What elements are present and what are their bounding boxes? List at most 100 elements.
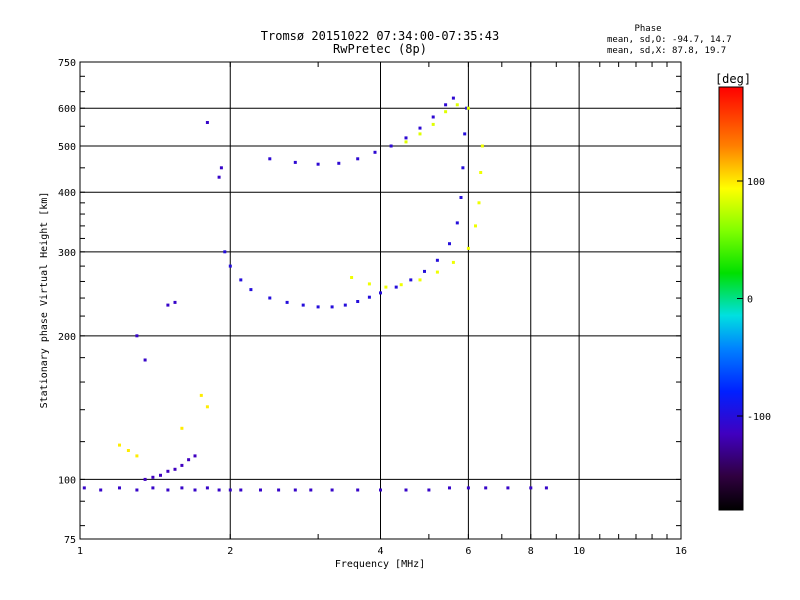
data-point [394,285,398,289]
phase-stats-x: mean, sd,X: 87.8, 19.7 [607,46,726,56]
chart-title: Tromsø 20151022 07:34:00-07:35:43 [261,29,499,43]
data-point [173,300,177,304]
data-point [384,285,388,289]
data-point [82,486,86,490]
data-point [418,132,422,136]
x-axis-label: Frequency [MHz] [335,559,425,570]
data-point [143,358,147,362]
data-point [166,303,170,307]
colorbar-label: [deg] [715,72,751,86]
data-point [337,161,341,165]
x-tick-label: 4 [377,546,383,557]
data-point [135,454,139,458]
data-point [180,463,184,467]
y-tick-label: 100 [58,475,76,486]
y-tick-label: 400 [58,188,76,199]
data-point [479,171,483,174]
data-point [126,449,130,452]
x-tick-label: 10 [573,546,585,557]
data-point [367,282,371,286]
data-point [239,488,243,492]
x-tick-label: 1 [77,546,83,557]
data-point [239,278,243,282]
data-point [135,334,139,338]
x-tick-label: 8 [528,546,534,557]
data-point [228,488,232,492]
data-point [418,278,422,282]
phase-stats-o: mean, sd,O: -94.7, 14.7 [607,35,732,45]
data-point [435,270,439,274]
data-point [143,477,147,481]
data-point [293,488,297,492]
data-point [301,303,305,307]
data-point [461,166,465,170]
data-point [529,486,533,490]
data-point [219,166,223,170]
data-point [166,488,170,492]
data-point [199,393,203,397]
data-point [330,488,334,492]
data-point [223,250,227,254]
data-point [259,488,262,492]
data-point [193,454,197,458]
phase-stats-title: Phase [634,24,661,34]
data-point [466,246,470,250]
data-point [431,115,435,119]
data-point [285,300,289,304]
data-point [480,144,484,148]
data-point [427,488,431,492]
data-point [249,288,253,292]
data-point [367,295,371,299]
data-point [455,221,459,225]
data-point [404,140,408,144]
data-point [159,473,162,477]
data-point [463,132,467,136]
scatter-points [82,96,548,492]
data-point [379,488,382,492]
data-point [268,157,272,161]
data-point [404,488,408,492]
y-tick-label: 750 [58,58,76,69]
x-tick-label: 6 [465,546,471,557]
data-point [404,136,408,140]
data-point [228,264,232,268]
data-point [316,162,320,166]
data-point [356,157,360,161]
data-point [193,488,197,492]
data-point [356,488,360,492]
data-point [506,486,510,490]
data-point [423,269,426,273]
data-point [435,258,439,262]
data-point [544,486,548,490]
data-point [118,486,121,490]
data-point [474,224,477,228]
data-point [459,196,463,199]
x-tick-label: 16 [675,546,687,557]
data-point [135,488,139,492]
data-point [205,405,209,409]
data-point [180,486,184,490]
data-point [451,260,455,264]
data-point [451,96,455,100]
data-point [217,175,221,179]
chart-subtitle: RwPretec (8p) [333,42,427,56]
data-point [448,242,451,246]
data-point [431,122,435,126]
data-point [118,443,121,447]
data-point [389,144,393,148]
data-point [444,103,448,107]
data-point [330,305,334,309]
y-tick-label: 500 [58,142,76,153]
colorbar-tick-label: 0 [747,295,753,306]
data-point [350,276,354,279]
grid [80,62,681,539]
data-point [356,300,360,303]
data-point [455,103,459,107]
y-axis-label: Stationary phase Virtual Height [km] [39,192,50,409]
data-point [99,488,103,492]
colorbar-ticks: 100 0 -100 [737,177,771,423]
data-point [465,106,469,110]
data-point [268,296,272,300]
data-point [448,486,451,490]
